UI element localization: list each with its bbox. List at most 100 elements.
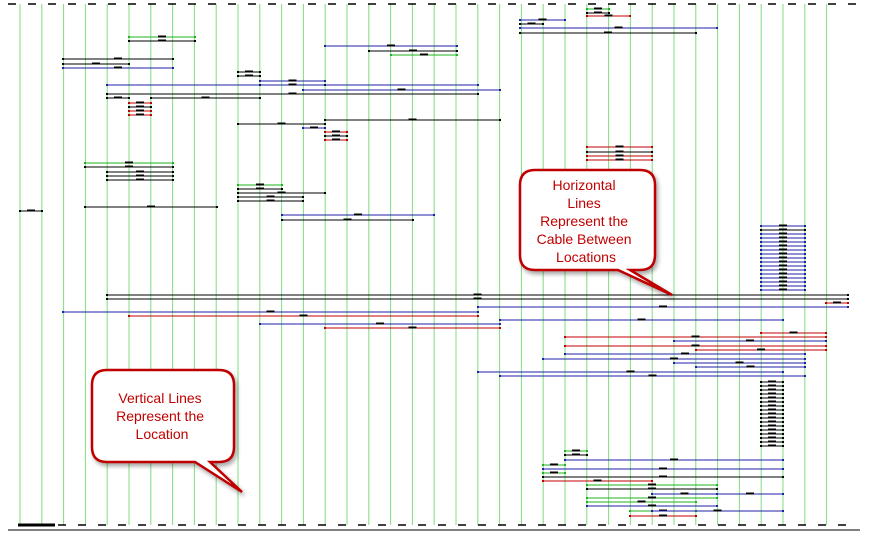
cable-endpoint bbox=[128, 315, 130, 317]
cable-endpoint bbox=[760, 409, 762, 411]
cable-endpoint bbox=[542, 464, 544, 466]
cable-label-mark bbox=[659, 467, 667, 470]
cable-endpoint bbox=[456, 50, 458, 52]
cable-endpoint bbox=[172, 162, 174, 164]
cable-endpoint bbox=[804, 237, 806, 239]
cable bbox=[237, 187, 283, 190]
cable-label-mark bbox=[594, 11, 602, 14]
cable bbox=[106, 293, 849, 296]
cable bbox=[302, 88, 501, 91]
cable-label-mark bbox=[114, 66, 122, 69]
cable-label-mark bbox=[768, 380, 776, 383]
cable bbox=[519, 26, 718, 29]
cable-endpoint bbox=[106, 298, 108, 300]
cable-label-mark bbox=[136, 170, 144, 173]
cable bbox=[564, 352, 806, 355]
cable-endpoint bbox=[499, 375, 501, 377]
cable bbox=[760, 280, 806, 283]
cable bbox=[673, 339, 827, 342]
cable-endpoint bbox=[804, 358, 806, 360]
cable-label-mark bbox=[594, 7, 602, 10]
cable-endpoint bbox=[760, 385, 762, 387]
cable-endpoint bbox=[542, 472, 544, 474]
cable-label-mark bbox=[779, 224, 787, 227]
cable-endpoint bbox=[760, 261, 762, 263]
cable-endpoint bbox=[390, 54, 392, 56]
cable-endpoint bbox=[106, 179, 108, 181]
cable bbox=[128, 314, 479, 317]
cable bbox=[760, 331, 827, 334]
cable-label-mark bbox=[125, 165, 133, 168]
cable-endpoint bbox=[564, 459, 566, 461]
cable-label-mark bbox=[779, 284, 787, 287]
cable-endpoint bbox=[760, 277, 762, 279]
cable-endpoint bbox=[564, 19, 566, 21]
cable-label-mark bbox=[136, 109, 144, 112]
cable-endpoint bbox=[172, 179, 174, 181]
cable-label-mark bbox=[779, 248, 787, 251]
cable-endpoint bbox=[760, 241, 762, 243]
cable-endpoint bbox=[456, 45, 458, 47]
cable-endpoint bbox=[760, 229, 762, 231]
cable bbox=[564, 449, 588, 452]
cable bbox=[237, 195, 304, 198]
cable bbox=[760, 436, 784, 439]
cable-endpoint bbox=[804, 257, 806, 259]
cable-endpoint bbox=[782, 393, 784, 395]
cable-label-mark bbox=[332, 134, 340, 137]
cable-endpoint bbox=[716, 497, 718, 499]
cable bbox=[564, 344, 827, 347]
cable-label-mark bbox=[266, 310, 275, 313]
cable-label-mark bbox=[473, 297, 482, 300]
cable bbox=[237, 74, 261, 77]
cable-label-mark bbox=[768, 408, 776, 411]
cable bbox=[106, 174, 174, 177]
cable bbox=[19, 209, 43, 212]
cable-endpoint bbox=[825, 302, 827, 304]
cable-endpoint bbox=[586, 12, 588, 14]
cable bbox=[651, 509, 784, 512]
cable-endpoint bbox=[150, 97, 152, 99]
cable bbox=[128, 101, 152, 104]
cable bbox=[324, 118, 501, 121]
cable bbox=[106, 92, 479, 95]
cable-endpoint bbox=[324, 45, 326, 47]
cable-label-mark bbox=[27, 209, 35, 212]
cable bbox=[237, 191, 326, 194]
cable-endpoint bbox=[673, 362, 675, 364]
cable-label-mark bbox=[527, 22, 536, 25]
cable-label-mark bbox=[779, 244, 787, 247]
cable-endpoint bbox=[804, 366, 806, 368]
cable-label-mark bbox=[538, 18, 547, 21]
cable bbox=[760, 396, 784, 399]
cable-endpoint bbox=[760, 401, 762, 403]
cable-endpoint bbox=[586, 497, 588, 499]
cable-endpoint bbox=[847, 302, 849, 304]
cable-endpoint bbox=[782, 405, 784, 407]
cable-lines bbox=[19, 7, 849, 517]
cable-endpoint bbox=[150, 106, 152, 108]
cable-endpoint bbox=[695, 515, 697, 517]
cable-endpoint bbox=[281, 214, 283, 216]
cable bbox=[62, 310, 479, 313]
cable-endpoint bbox=[586, 505, 588, 507]
cable bbox=[542, 357, 806, 360]
cable-endpoint bbox=[324, 327, 326, 329]
cable-label-mark bbox=[354, 213, 362, 216]
cable-endpoint bbox=[804, 241, 806, 243]
cable bbox=[586, 14, 631, 17]
cable-label-mark bbox=[615, 154, 624, 157]
cable-endpoint bbox=[782, 417, 784, 419]
cable-label-mark bbox=[648, 374, 657, 377]
cable bbox=[324, 326, 501, 329]
cable-endpoint bbox=[237, 200, 239, 202]
cable bbox=[586, 7, 610, 10]
svg-text:Horizontal Lines R: Horizontal Lines Represent the Cable Bet… bbox=[537, 177, 636, 265]
cable-endpoint bbox=[804, 249, 806, 251]
cable-endpoint bbox=[804, 245, 806, 247]
cable bbox=[760, 264, 806, 267]
cable-endpoint bbox=[106, 97, 108, 99]
cable bbox=[760, 260, 806, 263]
cable bbox=[586, 145, 653, 148]
cable-endpoint bbox=[760, 332, 762, 334]
